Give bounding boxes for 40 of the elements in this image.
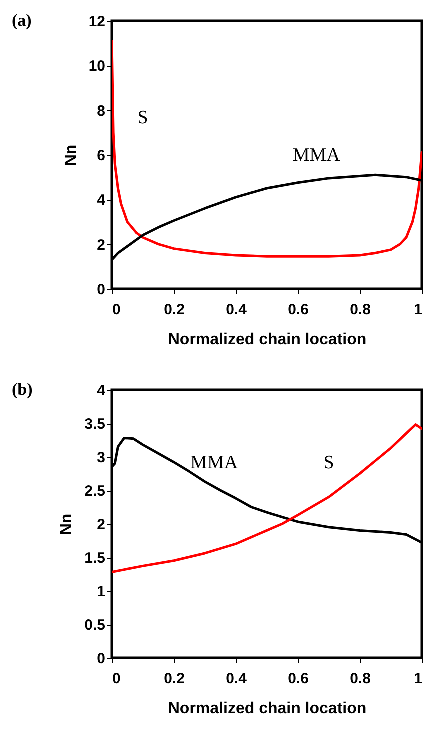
y-tick-label: 0 bbox=[97, 650, 106, 668]
y-tick-label: 8 bbox=[97, 102, 106, 120]
y-tick-label: 1.5 bbox=[84, 550, 106, 567]
y-tick-label: 4 bbox=[97, 192, 106, 210]
annotation: MMA bbox=[292, 145, 341, 166]
y-tick-label: 3 bbox=[97, 450, 106, 466]
x-tick-label: 0.6 bbox=[288, 670, 309, 688]
y-tick-label: 2 bbox=[97, 516, 106, 534]
y-axis-title: Nn bbox=[58, 514, 76, 536]
chart-title: (a) bbox=[12, 11, 32, 30]
annotation: S bbox=[324, 452, 334, 474]
y-tick-label: 10 bbox=[88, 58, 106, 76]
y-tick-label: 1 bbox=[97, 584, 106, 600]
chart-title: (b) bbox=[12, 380, 33, 399]
y-tick-label: 12 bbox=[88, 14, 106, 30]
annotation: MMA bbox=[190, 452, 238, 474]
x-tick-label: 0.6 bbox=[288, 302, 309, 318]
x-tick-label: 0.4 bbox=[226, 670, 248, 688]
y-tick-label: 6 bbox=[97, 148, 106, 164]
y-tick-label: 2 bbox=[97, 236, 106, 254]
x-tick-label: 0.4 bbox=[226, 302, 248, 318]
x-tick-label: 1 bbox=[414, 670, 422, 688]
annotation: S bbox=[138, 107, 148, 128]
x-axis-title: Normalized chain location bbox=[168, 700, 367, 718]
x-tick-label: 0.2 bbox=[164, 302, 185, 318]
y-tick-label: 4 bbox=[97, 382, 106, 400]
x-axis-title: Normalized chain location bbox=[168, 332, 367, 348]
y-axis-title: Nn bbox=[62, 144, 80, 166]
x-tick-label: 0.8 bbox=[350, 302, 371, 318]
y-tick-label: 2.5 bbox=[84, 483, 106, 500]
y-tick-label: 3.5 bbox=[84, 416, 106, 433]
y-tick-label: 0 bbox=[97, 282, 106, 298]
x-tick-label: 0.8 bbox=[350, 670, 371, 688]
line-series bbox=[112, 40, 422, 258]
x-tick-label: 0 bbox=[112, 302, 121, 318]
line-series bbox=[112, 424, 422, 574]
x-tick-label: 1 bbox=[414, 302, 422, 318]
x-tick-label: 0.2 bbox=[164, 670, 185, 688]
y-tick-label: 0.5 bbox=[84, 617, 106, 634]
x-tick-label: 0 bbox=[112, 670, 121, 688]
